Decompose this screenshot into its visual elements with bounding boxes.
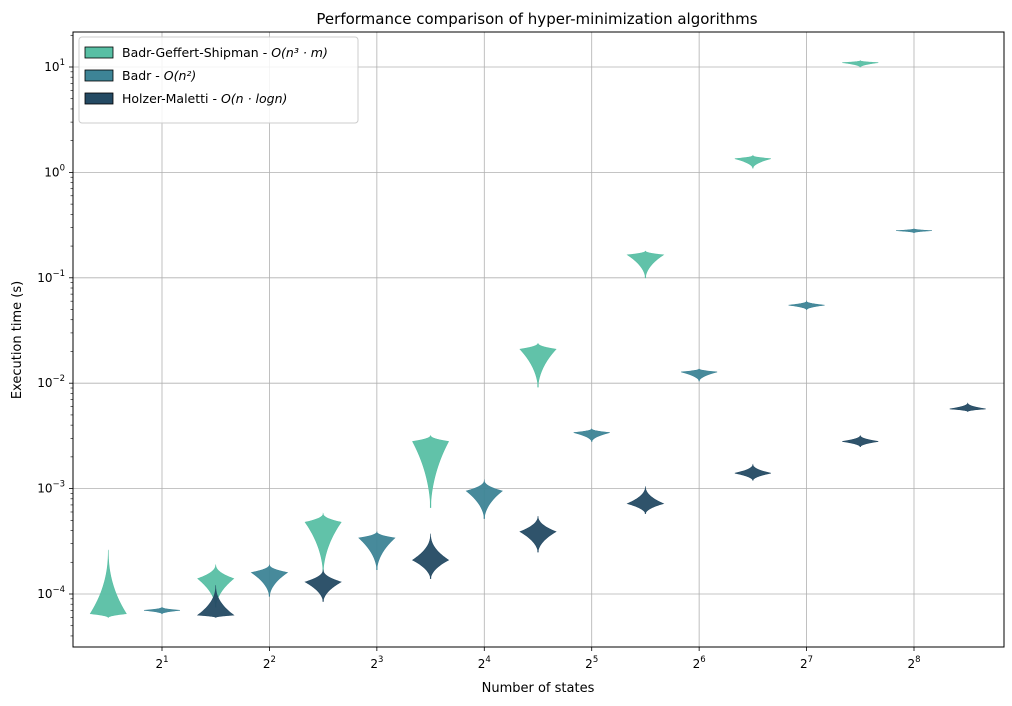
violin-1-3 — [304, 512, 342, 573]
violin-1-1 — [89, 549, 127, 618]
legend-box — [78, 36, 359, 124]
violin-1-7 — [734, 154, 771, 169]
violin-1-4 — [412, 435, 450, 508]
violin-2-3 — [358, 531, 396, 571]
violin-2-2 — [250, 564, 289, 597]
x-tick-label: 24 — [478, 655, 491, 671]
legend-entry-3: Holzer-Maletti - O(n · logn) — [122, 91, 287, 106]
violin-2-7 — [788, 301, 825, 310]
violin-3-5 — [626, 486, 665, 514]
legend-entry-1: Badr-Geffert-Shipman - O(n³ · m) — [122, 45, 328, 60]
tick-layer: 10−4 10−3 10−2 10−1 100 101 21 22 23 24 25 26 27 28 — [37, 34, 921, 671]
violin-1-8 — [842, 59, 879, 68]
violin-2-6 — [681, 368, 718, 382]
y-tick-label: 101 — [44, 58, 65, 74]
x-tick-label: 22 — [263, 655, 276, 671]
plot-frame — [72, 31, 1005, 648]
violin-2-5 — [573, 428, 610, 442]
legend: Badr-Geffert-Shipman - O(n³ · m) Badr - O… — [78, 36, 359, 124]
y-tick-label: 10−1 — [37, 269, 65, 285]
x-tick-label: 28 — [907, 655, 920, 671]
y-tick-label: 10−3 — [37, 480, 65, 496]
legend-swatch-1 — [84, 46, 114, 59]
legend-entry-2: Badr - O(n²) — [122, 68, 196, 83]
violin-3-2 — [304, 569, 342, 602]
violin-2-1 — [143, 607, 181, 615]
violin-1-6 — [626, 250, 665, 279]
x-axis-label: Number of states — [482, 681, 595, 696]
y-tick-label: 10−2 — [37, 374, 65, 390]
legend-swatch-3 — [84, 92, 114, 105]
legend-swatch-2 — [84, 69, 114, 82]
violin-3-6 — [734, 463, 771, 481]
x-tick-label: 25 — [585, 655, 598, 671]
y-tick-label: 10−4 — [37, 585, 65, 601]
violins-layer — [89, 59, 986, 618]
violin-2-4 — [465, 479, 503, 519]
violin-1-5 — [519, 343, 557, 388]
y-tick-label: 100 — [44, 163, 65, 179]
x-tick-label: 26 — [693, 655, 706, 671]
grid-layer — [73, 32, 1004, 647]
violin-3-7 — [842, 435, 879, 447]
violin-3-8 — [949, 402, 986, 412]
violin-2-8 — [895, 228, 933, 233]
x-tick-label: 21 — [155, 655, 168, 671]
violin-3-3 — [411, 533, 450, 579]
violin-3-4 — [519, 515, 557, 553]
chart-title: Performance comparison of hyper-minimiza… — [316, 10, 757, 28]
violin-3-1 — [196, 584, 235, 618]
x-tick-label: 23 — [370, 655, 383, 671]
y-axis-label: Execution time (s) — [10, 281, 25, 399]
x-tick-label: 27 — [800, 655, 813, 671]
